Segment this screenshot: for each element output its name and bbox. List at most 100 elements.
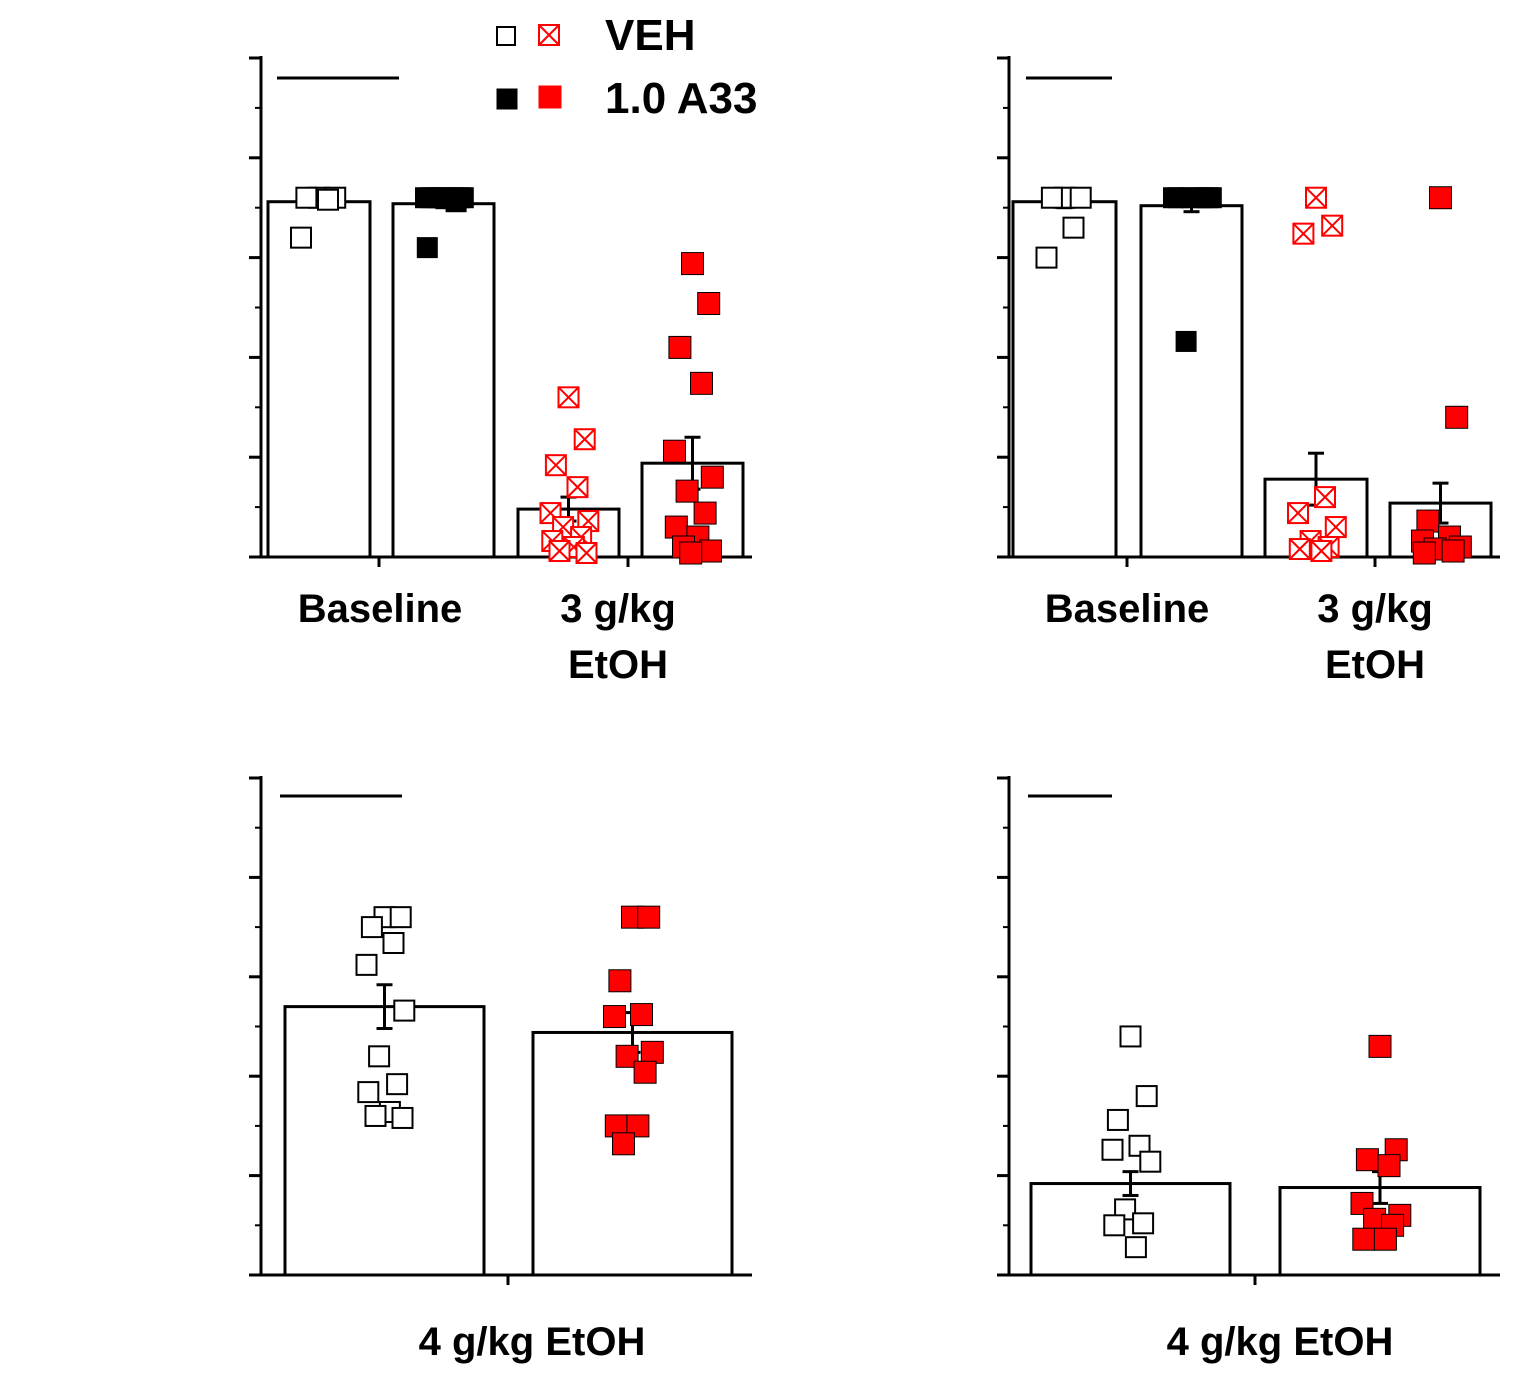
data-point: [1040, 186, 1063, 209]
series-3: [640, 252, 745, 565]
data-point: [317, 188, 339, 211]
series-1: [1139, 187, 1244, 559]
data-point-cross-b: [566, 476, 589, 498]
data-point-cross-b: [545, 454, 567, 476]
panel-b: 4 g/kg EtOH: [249, 776, 752, 1364]
bar: [1011, 200, 1118, 559]
data-point: [1101, 1138, 1124, 1161]
series-1: [531, 905, 734, 1277]
data-point: [355, 953, 378, 976]
data-point: [368, 1045, 391, 1068]
data-point-cross-b: [1310, 540, 1333, 562]
x-group-label: 3 g/kg: [1317, 587, 1433, 631]
series-3: [1388, 186, 1493, 565]
series-0: [1011, 186, 1118, 559]
data-point: [1287, 502, 1309, 525]
data-point: [573, 428, 596, 451]
data-point: [1035, 246, 1058, 269]
legend: VEH 1.0 A33: [496, 11, 757, 123]
data-point-cross-b: [557, 386, 580, 409]
data-point: [393, 999, 416, 1022]
data-point: [608, 969, 632, 993]
data-point: [1163, 187, 1184, 209]
panel-a: Baseline 3 g/kg EtOH: [249, 56, 752, 687]
data-point: [1135, 1085, 1158, 1108]
data-point: [664, 515, 688, 539]
data-point: [637, 905, 661, 929]
x-group-label: EtOH: [1325, 643, 1425, 687]
data-point: [290, 226, 312, 249]
data-point: [1377, 1154, 1401, 1178]
data-point: [1119, 1025, 1142, 1048]
data-point: [612, 1132, 635, 1156]
x-group-label: 4 g/kg EtOH: [1167, 1320, 1394, 1364]
data-point: [1310, 540, 1333, 563]
bar: [391, 202, 496, 559]
data-point: [663, 439, 686, 463]
data-point: [640, 1040, 664, 1064]
data-point: [1373, 1227, 1397, 1251]
data-point: [391, 1106, 414, 1129]
data-point: [1124, 1236, 1147, 1259]
data-point: [1352, 1227, 1376, 1251]
series-0: [283, 906, 486, 1277]
data-point: [699, 539, 722, 563]
data-point: [1412, 541, 1436, 565]
data-point: [575, 542, 598, 565]
data-point-cross-b: [1289, 538, 1311, 560]
data-point: [427, 187, 449, 209]
data-point-cross-b: [1292, 222, 1315, 245]
data-point: [1368, 1034, 1392, 1058]
data-point: [603, 1005, 626, 1029]
data-point: [1132, 1212, 1155, 1235]
data-point: [626, 1114, 650, 1138]
data-point: [1314, 486, 1336, 509]
data-point: [357, 1081, 380, 1104]
bar: [1029, 1182, 1232, 1277]
series-1: [391, 187, 496, 559]
data-point: [1429, 186, 1452, 210]
data-point: [1441, 539, 1465, 563]
data-point: [445, 191, 467, 213]
data-point: [1416, 509, 1440, 533]
x-group-label: 4 g/kg EtOH: [419, 1320, 646, 1364]
data-point: [1106, 1108, 1129, 1131]
bar: [1139, 204, 1244, 559]
series-2: [516, 386, 621, 565]
data-point: [633, 1060, 657, 1084]
panel-d: 4 g/kg EtOH: [997, 776, 1500, 1364]
legend-veh-baseline-marker: [496, 26, 516, 46]
bar: [266, 200, 372, 559]
data-point-cross-b: [539, 502, 562, 524]
data-point: [295, 186, 318, 209]
data-point-cross-b: [575, 542, 598, 564]
data-point: [615, 1044, 639, 1068]
data-point: [416, 237, 438, 259]
data-point: [566, 476, 589, 499]
data-point: [386, 1073, 409, 1096]
data-point: [630, 1003, 653, 1027]
data-point: [690, 371, 713, 395]
x-group-label: Baseline: [1045, 587, 1210, 631]
data-point-cross-b: [1287, 502, 1309, 524]
panel-c: Baseline 3 g/kg EtOH: [997, 56, 1500, 687]
data-point: [1062, 216, 1085, 239]
data-point: [1200, 187, 1222, 209]
legend-veh-label: VEH: [605, 11, 695, 60]
x-group-label: EtOH: [568, 643, 668, 687]
data-point: [1103, 1214, 1126, 1237]
data-point: [1175, 330, 1197, 352]
data-point-cross-b: [548, 540, 571, 562]
series-2: [1263, 186, 1369, 563]
data-point: [679, 541, 703, 565]
series-0: [1029, 1025, 1232, 1277]
data-point: [382, 932, 405, 955]
data-point: [544, 454, 567, 477]
series-1: [1278, 1034, 1482, 1277]
data-point: [364, 1104, 387, 1127]
data-point: [668, 335, 692, 359]
data-point-cross-b: [1325, 516, 1347, 538]
data-point: [1139, 1150, 1162, 1173]
legend-drug-label: 1.0 A33: [605, 74, 757, 123]
